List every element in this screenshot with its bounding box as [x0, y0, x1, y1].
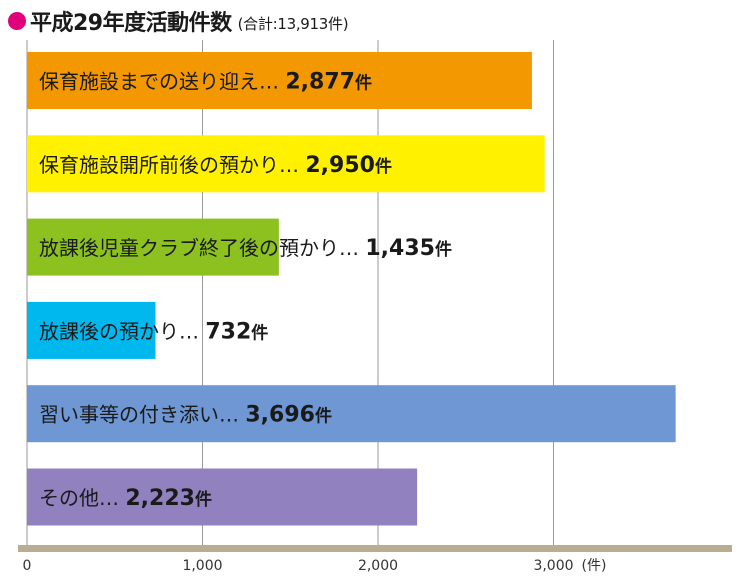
bar-unit-label: 件 [375, 156, 392, 177]
x-axis-unit-label: (件) [582, 558, 607, 574]
bar-value-label: 2,877 [285, 70, 355, 95]
x-tick-label: 0 [23, 558, 32, 574]
bar [27, 218, 279, 276]
bar-category-label: その他… [39, 486, 125, 510]
bar [27, 135, 545, 193]
bar-label: 習い事等の付き添い… 3,696件 [39, 403, 332, 428]
bar-unit-label: 件 [251, 322, 268, 343]
bar-label: 保育施設までの送り迎え… 2,877件 [39, 70, 372, 95]
title-bullet-icon [8, 12, 26, 30]
bar-unit-label: 件 [435, 239, 452, 260]
x-tick-label: 2,000 [358, 558, 398, 574]
x-axis [18, 545, 732, 552]
bar-category-label: 放課後児童クラブ終了後の預かり… [39, 236, 365, 260]
bar-value-label: 2,950 [305, 153, 375, 178]
bar [27, 52, 532, 109]
x-tick-label: 1,000 [182, 558, 222, 574]
bar-label: 放課後児童クラブ終了後の預かり… 1,435件 [39, 236, 452, 261]
bar-category-label: 保育施設開所前後の預かり… [39, 153, 305, 177]
bar-value-label: 2,223 [125, 486, 195, 511]
bar [27, 385, 676, 443]
bar-unit-label: 件 [355, 73, 372, 94]
bar-value-label: 732 [205, 319, 251, 344]
chart-title-text: 平成29年度活動件数 [30, 11, 232, 36]
bar-label: 放課後の預かり… 732件 [39, 319, 268, 344]
bar-category-label: 放課後の預かり… [39, 319, 205, 343]
bar-category-label: 保育施設までの送り迎え… [39, 70, 285, 94]
chart-subtitle-total: (合計:13,913件) [237, 14, 349, 33]
bar-value-label: 1,435 [365, 236, 435, 261]
chart-title: 平成29年度活動件数 (合計:13,913件) [8, 6, 349, 36]
bar [27, 301, 156, 359]
bar-label: その他… 2,223件 [39, 486, 212, 511]
bar-unit-label: 件 [195, 489, 212, 510]
bar-unit-label: 件 [315, 406, 332, 427]
bar [27, 468, 418, 526]
bar-value-label: 3,696 [245, 403, 315, 428]
x-tick-label: 3,000 [533, 558, 573, 574]
bar-category-label: 習い事等の付き添い… [39, 403, 245, 427]
bar-label: 保育施設開所前後の預かり… 2,950件 [39, 153, 392, 178]
